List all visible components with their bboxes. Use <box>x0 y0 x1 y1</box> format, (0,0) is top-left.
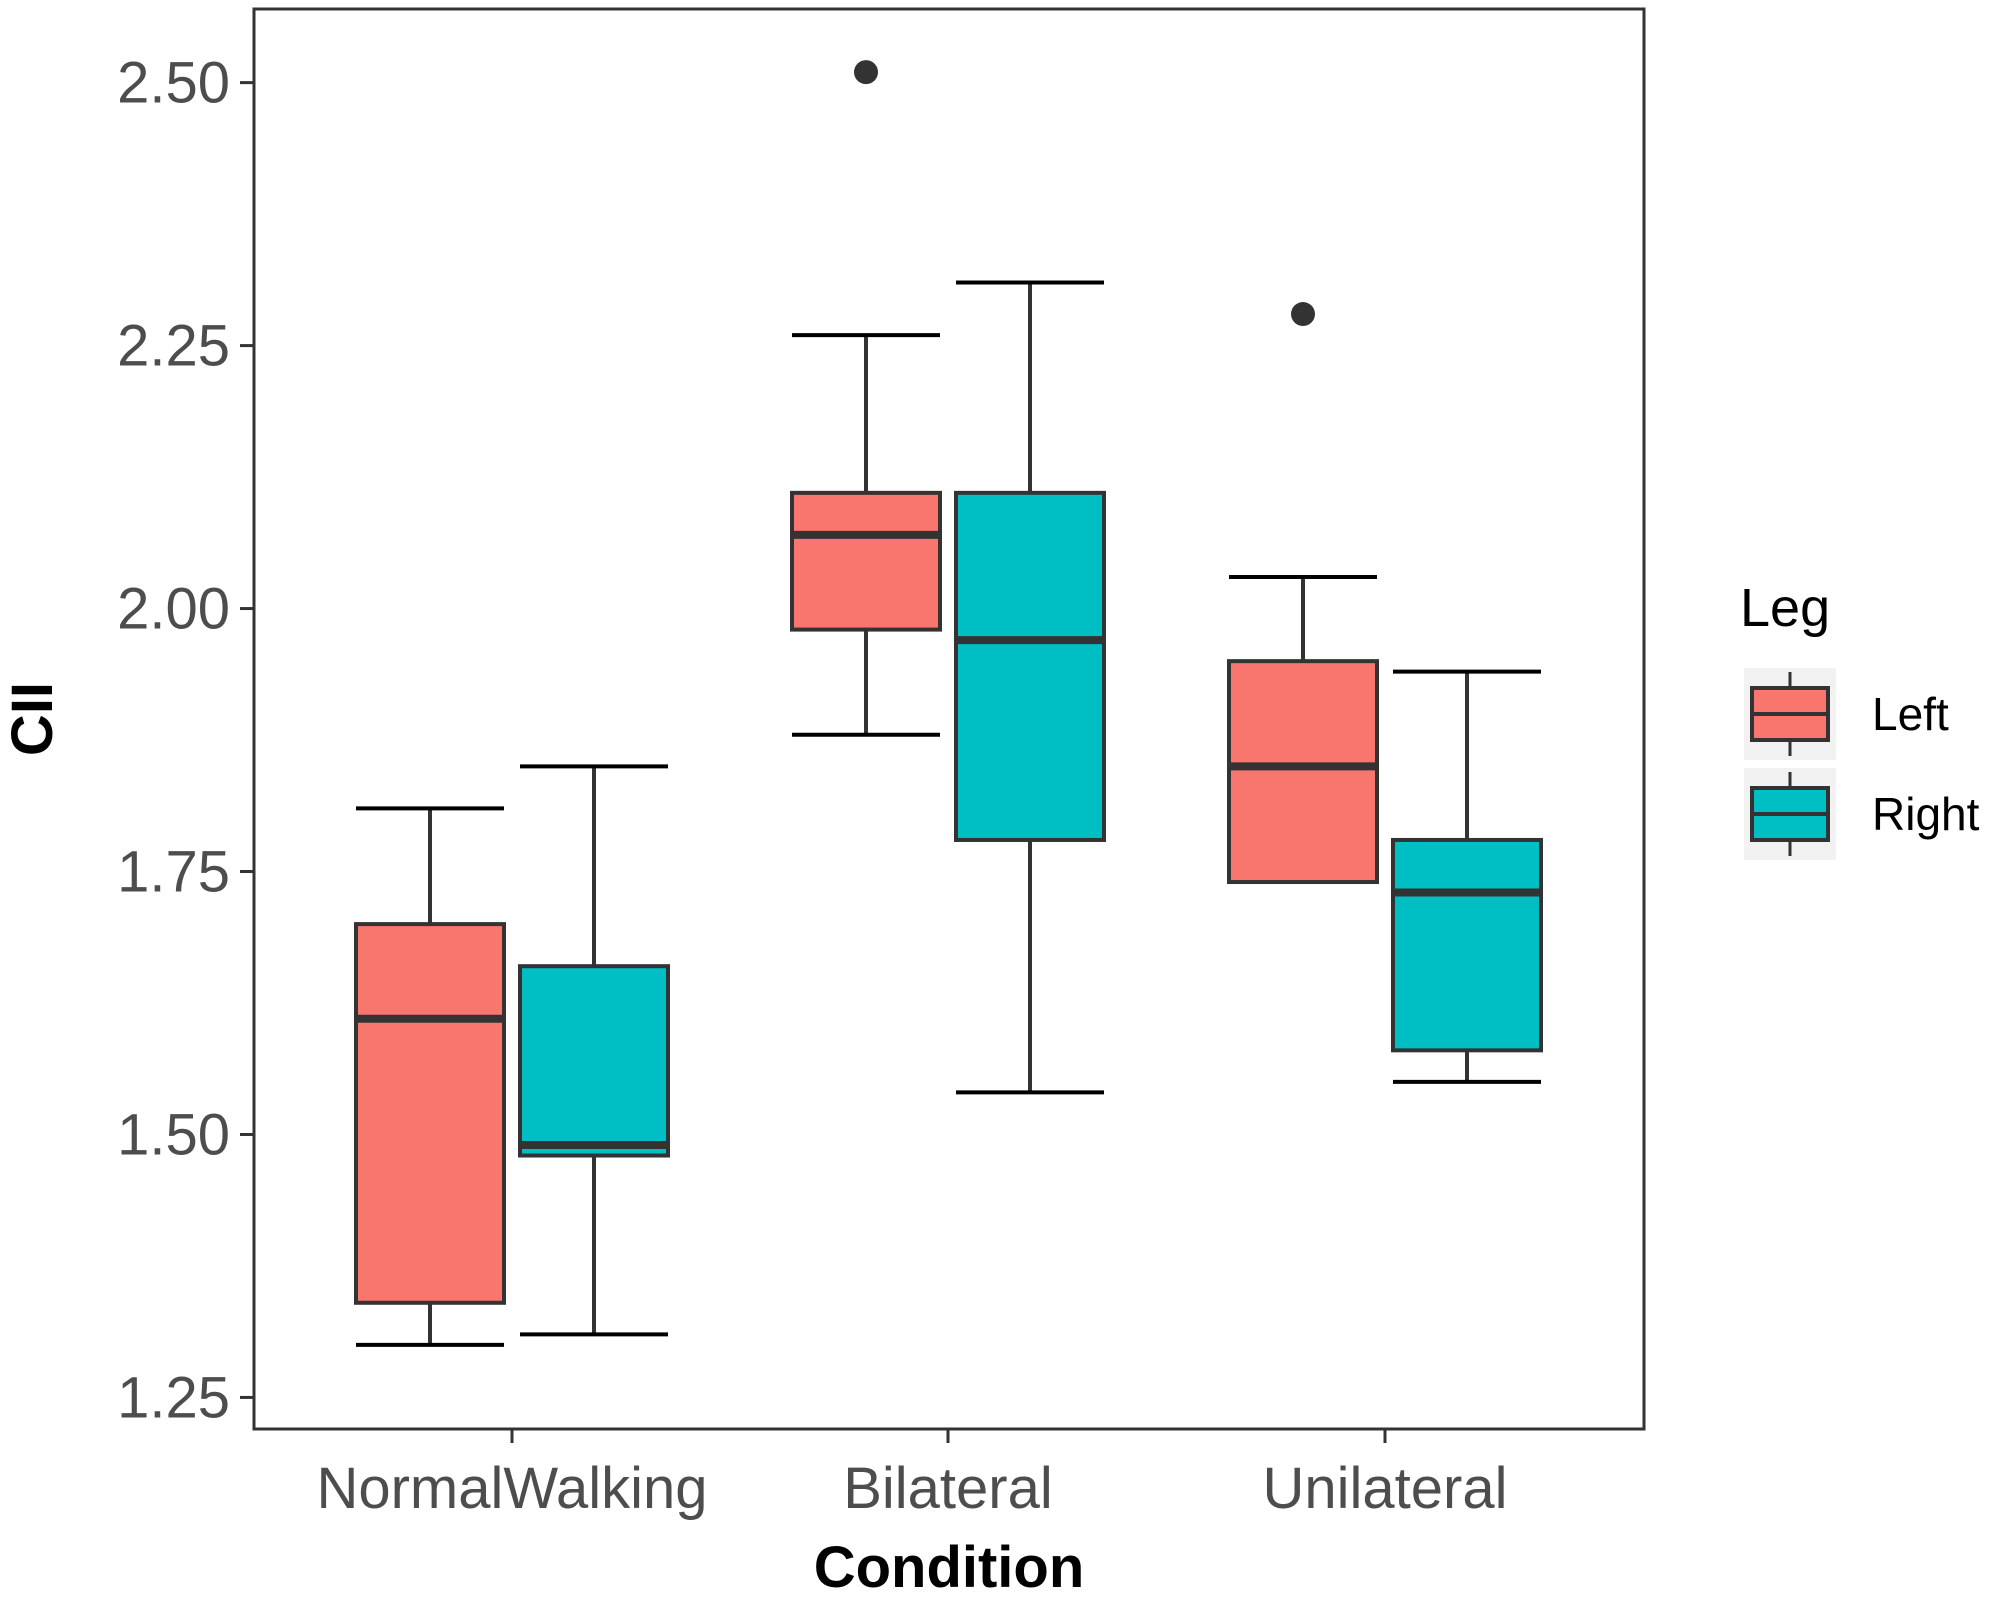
legend-label: Right <box>1872 788 1980 840</box>
boxplot-series <box>354 60 1543 1347</box>
x-axis-title: Condition <box>814 1535 1085 1597</box>
y-tick-label: 2.00 <box>117 577 230 642</box>
box-right-unilateral <box>1391 669 1543 1084</box>
box-right-normalwalking <box>518 764 670 1337</box>
legend-item-left: Left <box>1744 668 1949 760</box>
y-axis: 1.25 1.50 1.75 2.00 2.25 2.50 <box>117 51 254 1430</box>
x-tick-label: Bilateral <box>843 1456 1053 1521</box>
y-tick-label: 1.50 <box>117 1102 230 1167</box>
box-left-bilateral <box>790 60 942 737</box>
legend-label: Left <box>1872 688 1949 740</box>
legend-title: Leg <box>1740 578 1830 638</box>
y-tick-label: 2.25 <box>117 314 230 379</box>
legend: Leg Left Right <box>1740 578 1980 860</box>
box-body <box>790 490 942 632</box>
x-tick-label: Unilateral <box>1263 1456 1508 1521</box>
box-body <box>1391 837 1543 1053</box>
x-tick-label: NormalWalking <box>316 1456 707 1521</box>
outlier-point <box>854 60 878 85</box>
legend-item-right: Right <box>1744 768 1980 860</box>
y-tick-label: 2.50 <box>117 51 230 116</box>
box-body <box>518 964 670 1158</box>
outlier-point <box>1291 302 1315 327</box>
y-tick-label: 1.75 <box>117 840 230 905</box>
y-axis-title: CII <box>0 682 65 756</box>
y-tick-label: 1.25 <box>117 1365 230 1430</box>
box-body <box>1227 659 1379 885</box>
box-left-unilateral <box>1227 302 1379 885</box>
box-left-normalwalking <box>354 806 506 1347</box>
box-body <box>354 922 506 1305</box>
x-axis: NormalWalking Bilateral Unilateral <box>316 1429 1508 1521</box>
box-right-bilateral <box>954 280 1106 1095</box>
box-body <box>954 490 1106 842</box>
